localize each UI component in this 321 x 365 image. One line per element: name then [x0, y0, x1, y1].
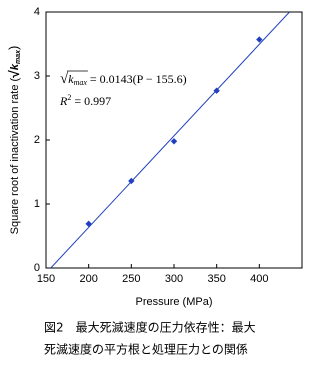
- text-part: max: [74, 78, 88, 87]
- text-part: √: [60, 71, 69, 87]
- caption-line: 死滅速度の平方根と処理圧力との関係: [44, 342, 248, 357]
- data-point: [170, 138, 178, 145]
- text-part: Square root of inactivation rate (: [9, 77, 21, 234]
- y-axis-label: Square root of inactivation rate (√kmax): [6, 46, 22, 235]
- y-tick-label: 3: [34, 70, 40, 82]
- x-tick-label: 250: [122, 273, 140, 285]
- text-part: k: [68, 72, 74, 86]
- x-tick-label: 400: [250, 273, 268, 285]
- x-tick-label: 350: [207, 273, 225, 285]
- y-tick-label: 1: [34, 198, 40, 210]
- x-tick-label: 200: [79, 273, 97, 285]
- x-tick-label: 150: [37, 273, 55, 285]
- text-part: R: [59, 94, 68, 108]
- x-axis-label: Pressure (MPa): [135, 296, 212, 308]
- y-tick-label: 4: [34, 6, 40, 18]
- text-part: ): [6, 46, 21, 50]
- y-tick-label: 2: [34, 134, 40, 146]
- x-tick-label: 300: [165, 273, 183, 285]
- data-point: [256, 36, 263, 43]
- data-point: [85, 220, 92, 228]
- y-tick-label: 0: [34, 262, 40, 274]
- y-axis-label-group: Square root of inactivation rate (√kmax): [6, 46, 22, 235]
- text-part: max: [15, 49, 22, 64]
- text-part: = 0.0143(P − 155.6): [87, 72, 187, 86]
- text-part: 2: [67, 93, 71, 102]
- data-point: [128, 177, 135, 185]
- text-part: = 0.997: [71, 94, 111, 108]
- text-part: k: [9, 63, 21, 70]
- text-part: √: [6, 70, 22, 78]
- equation: √kmax = 0.0143(P − 155.6): [60, 71, 187, 87]
- fit-line: [50, 12, 290, 268]
- r-squared: R2 = 0.997: [59, 93, 111, 108]
- caption-line: 図2 最大死滅速度の圧力依存性：最大: [44, 320, 256, 335]
- data-point: [213, 87, 220, 94]
